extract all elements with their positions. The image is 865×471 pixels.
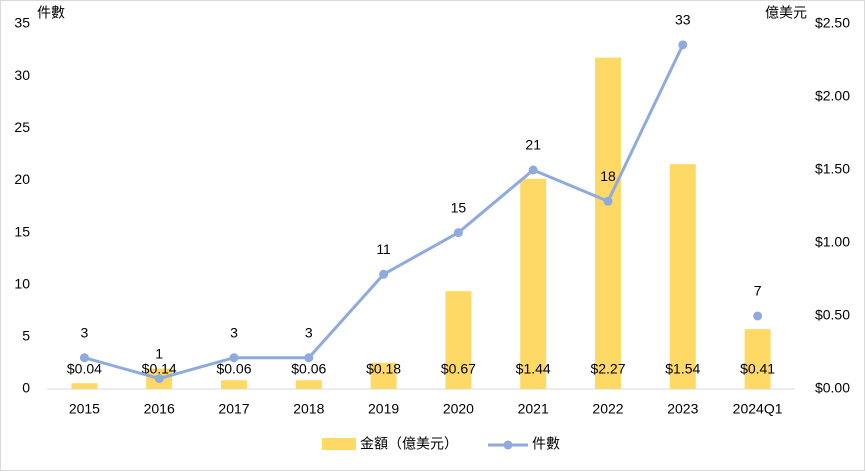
bar-value-label: $0.06 xyxy=(216,361,251,377)
x-tick-label: 2019 xyxy=(368,401,399,417)
bar-value-label: $0.18 xyxy=(366,361,401,377)
bar xyxy=(370,362,397,389)
x-tick-label: 2017 xyxy=(218,401,249,417)
y2-tick-label: $2.50 xyxy=(815,15,850,31)
legend-label: 件數 xyxy=(532,436,560,452)
y-axis-label: 件數 xyxy=(37,5,65,21)
line-value-label: 18 xyxy=(600,168,616,184)
bar-value-label: $0.67 xyxy=(441,361,476,377)
line-point xyxy=(304,353,314,363)
bar-value-label: $0.14 xyxy=(142,361,177,377)
bar-value-label: $1.44 xyxy=(516,361,551,377)
x-tick-label: 2021 xyxy=(518,401,549,417)
bar xyxy=(445,291,472,389)
x-tick-label: 2023 xyxy=(667,401,698,417)
line-value-label: 7 xyxy=(754,283,762,299)
x-tick-label: 2022 xyxy=(592,401,623,417)
y-tick-label: 20 xyxy=(14,171,30,187)
bar-value-label: $1.54 xyxy=(665,361,700,377)
y-tick-label: 15 xyxy=(14,223,30,239)
legend-marker xyxy=(503,440,513,450)
bar xyxy=(295,380,322,389)
y2-tick-label: $0.00 xyxy=(815,380,850,396)
line-point xyxy=(678,40,688,50)
bar xyxy=(520,178,547,389)
bar-value-label: $2.27 xyxy=(590,361,625,377)
line-value-label: 11 xyxy=(376,241,391,257)
line-value-label: 1 xyxy=(155,345,163,361)
line-point xyxy=(453,228,463,238)
line-point xyxy=(154,374,164,384)
y-tick-label: 5 xyxy=(22,328,30,344)
bar xyxy=(221,380,247,389)
legend-label: 金額（億美元） xyxy=(360,436,458,452)
y2-axis-label: 億美元 xyxy=(765,5,807,21)
line-point xyxy=(379,269,389,279)
bar xyxy=(744,329,771,389)
x-tick-label: 2020 xyxy=(443,401,474,417)
y-tick-label: 25 xyxy=(14,119,30,135)
y-tick-label: 35 xyxy=(14,15,30,31)
bar-value-label: $0.04 xyxy=(67,361,102,377)
legend-swatch xyxy=(322,438,356,450)
x-tick-label: 2024Q1 xyxy=(733,401,783,417)
y-tick-label: 0 xyxy=(22,380,30,396)
bar-value-label: $0.06 xyxy=(291,361,326,377)
line-value-label: 33 xyxy=(675,12,691,28)
line-value-label: 3 xyxy=(305,324,313,340)
y2-tick-label: $1.00 xyxy=(815,234,850,250)
x-tick-label: 2016 xyxy=(144,401,175,417)
x-tick-label: 2015 xyxy=(69,401,100,417)
bar-value-label: $0.41 xyxy=(740,361,775,377)
line-value-label: 3 xyxy=(81,324,89,340)
line-point xyxy=(603,196,613,206)
line-point xyxy=(528,165,538,175)
y2-tick-label: $2.00 xyxy=(815,88,850,104)
line-value-label: 3 xyxy=(230,324,238,340)
line-point xyxy=(753,311,763,321)
x-tick-label: 2018 xyxy=(293,401,324,417)
bar xyxy=(595,57,621,390)
y-tick-label: 30 xyxy=(14,67,30,83)
bar xyxy=(669,164,696,389)
line-value-label: 21 xyxy=(525,137,541,153)
line-point xyxy=(229,353,239,363)
y2-tick-label: $0.50 xyxy=(815,307,850,323)
bar xyxy=(71,383,98,389)
line-value-label: 15 xyxy=(451,199,467,215)
y2-tick-label: $1.50 xyxy=(815,161,850,177)
line-point xyxy=(79,353,89,363)
y-tick-label: 10 xyxy=(14,275,30,291)
